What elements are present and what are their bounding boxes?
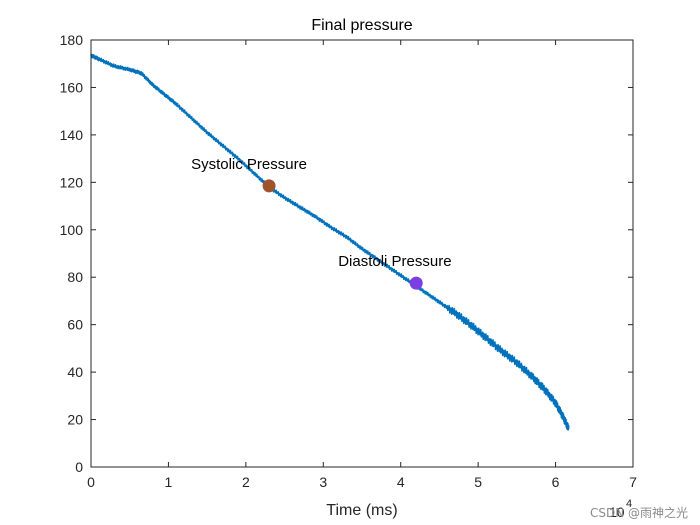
y-tick-label: 80: [67, 269, 83, 285]
y-tick-label: 120: [60, 174, 84, 190]
y-tick-label: 0: [75, 459, 83, 475]
x-axis-label: Time (ms): [326, 502, 397, 519]
point-marker: [262, 179, 276, 193]
points-layer: Systolic Pressure Diastoli Pressure: [191, 156, 452, 290]
y-tick-label: 160: [60, 79, 84, 95]
point-annotation: Diastoli Pressure: [338, 253, 451, 270]
x-tick-label: 1: [165, 474, 173, 490]
point-marker: [409, 276, 423, 290]
y-tick-label: 100: [60, 222, 84, 238]
x-tick-label: 4: [397, 474, 405, 490]
x-tick-label: 2: [242, 474, 250, 490]
chart-title: Final pressure: [311, 17, 412, 34]
point-annotation: Systolic Pressure: [191, 156, 307, 173]
x-tick-label: 0: [87, 474, 95, 490]
x-tick-label: 6: [552, 474, 560, 490]
y-tick-label: 180: [60, 32, 84, 48]
y-axis-ticks: 0 20 40 60 80 100 120 140 160 180: [60, 32, 633, 475]
x-tick-label: 7: [629, 474, 637, 490]
y-tick-label: 140: [60, 127, 84, 143]
series-line-pressure: [90, 53, 570, 431]
x-axis-ticks: 0 1 2 3 4 5 6 7: [87, 40, 637, 490]
x-exponent-power: 4: [626, 498, 632, 510]
x-tick-label: 5: [474, 474, 482, 490]
x-tick-label: 3: [319, 474, 327, 490]
watermark: CSDN @雨神之光: [590, 506, 688, 520]
axes-box: [90, 39, 634, 468]
y-tick-label: 40: [67, 364, 83, 380]
y-tick-label: 20: [67, 412, 83, 428]
y-tick-label: 60: [67, 317, 83, 333]
series-layer: [90, 53, 570, 431]
x-exponent-base: 10: [609, 504, 625, 520]
